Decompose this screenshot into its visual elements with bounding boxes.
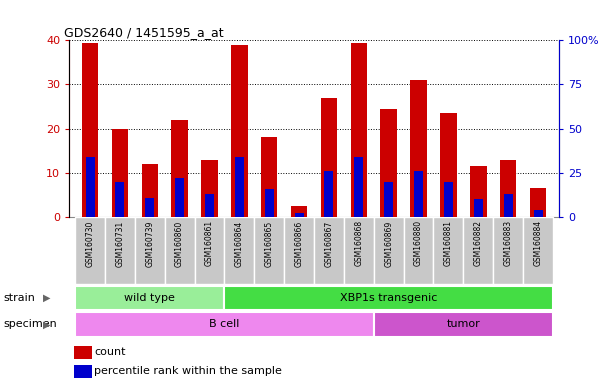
Text: GSM160883: GSM160883	[504, 220, 513, 266]
Bar	[75, 217, 105, 284]
Bar	[224, 286, 553, 310]
Bar	[231, 45, 248, 217]
Bar	[410, 80, 427, 217]
Bar	[264, 189, 273, 217]
Bar	[171, 120, 188, 217]
Bar	[530, 188, 546, 217]
Bar	[201, 160, 218, 217]
Text: GSM160868: GSM160868	[355, 220, 364, 266]
Bar	[284, 217, 314, 284]
Bar	[261, 137, 278, 217]
Text: count: count	[94, 347, 126, 357]
Bar	[463, 217, 493, 284]
Bar	[380, 109, 397, 217]
Text: GSM160884: GSM160884	[534, 220, 543, 266]
Bar	[414, 171, 423, 217]
Bar	[470, 166, 486, 217]
Bar	[145, 197, 154, 217]
Text: percentile rank within the sample: percentile rank within the sample	[94, 366, 282, 376]
Text: ▶: ▶	[43, 319, 50, 329]
Bar	[112, 129, 128, 217]
Bar	[374, 217, 404, 284]
Bar	[75, 286, 224, 310]
Text: GSM160881: GSM160881	[444, 220, 453, 266]
Bar	[314, 217, 344, 284]
Text: ▶: ▶	[43, 293, 50, 303]
Bar	[235, 157, 244, 217]
Text: XBP1s transgenic: XBP1s transgenic	[340, 293, 438, 303]
Bar	[291, 206, 307, 217]
Text: GSM160739: GSM160739	[145, 220, 154, 267]
Bar	[384, 182, 393, 217]
Bar	[224, 217, 254, 284]
Text: GSM160866: GSM160866	[294, 220, 304, 266]
Text: tumor: tumor	[447, 319, 480, 329]
Text: GDS2640 / 1451595_a_at: GDS2640 / 1451595_a_at	[64, 26, 224, 39]
Text: GSM160730: GSM160730	[85, 220, 94, 267]
Text: GSM160865: GSM160865	[264, 220, 273, 266]
Bar	[205, 194, 214, 217]
Text: strain: strain	[3, 293, 35, 303]
Bar	[294, 214, 304, 217]
Bar	[374, 313, 553, 336]
Text: GSM160731: GSM160731	[115, 220, 124, 266]
Bar	[433, 217, 463, 284]
Text: GSM160882: GSM160882	[474, 220, 483, 266]
Text: B cell: B cell	[209, 319, 240, 329]
Text: GSM160869: GSM160869	[384, 220, 393, 266]
Bar	[523, 217, 553, 284]
Bar	[355, 157, 364, 217]
Text: GSM160860: GSM160860	[175, 220, 184, 266]
Text: GSM160861: GSM160861	[205, 220, 214, 266]
Bar	[115, 182, 124, 217]
Bar	[534, 210, 543, 217]
Bar	[82, 43, 98, 217]
Bar	[175, 178, 184, 217]
Bar	[325, 171, 334, 217]
Bar	[500, 160, 516, 217]
Bar	[440, 113, 457, 217]
Text: specimen: specimen	[3, 319, 56, 329]
Bar	[142, 164, 158, 217]
Text: GSM160864: GSM160864	[235, 220, 244, 266]
Bar	[504, 194, 513, 217]
Bar	[344, 217, 374, 284]
Bar	[195, 217, 224, 284]
Bar	[105, 217, 135, 284]
Bar	[75, 313, 374, 336]
Bar	[350, 43, 367, 217]
Bar	[165, 217, 195, 284]
Bar	[321, 98, 337, 217]
Text: GSM160880: GSM160880	[414, 220, 423, 266]
Bar	[254, 217, 284, 284]
Text: wild type: wild type	[124, 293, 175, 303]
Bar	[135, 217, 165, 284]
Bar	[444, 182, 453, 217]
Bar	[74, 365, 91, 378]
Bar	[74, 346, 91, 359]
Bar	[493, 217, 523, 284]
Bar	[404, 217, 433, 284]
Bar	[85, 157, 94, 217]
Bar	[474, 199, 483, 217]
Text: GSM160867: GSM160867	[325, 220, 334, 266]
